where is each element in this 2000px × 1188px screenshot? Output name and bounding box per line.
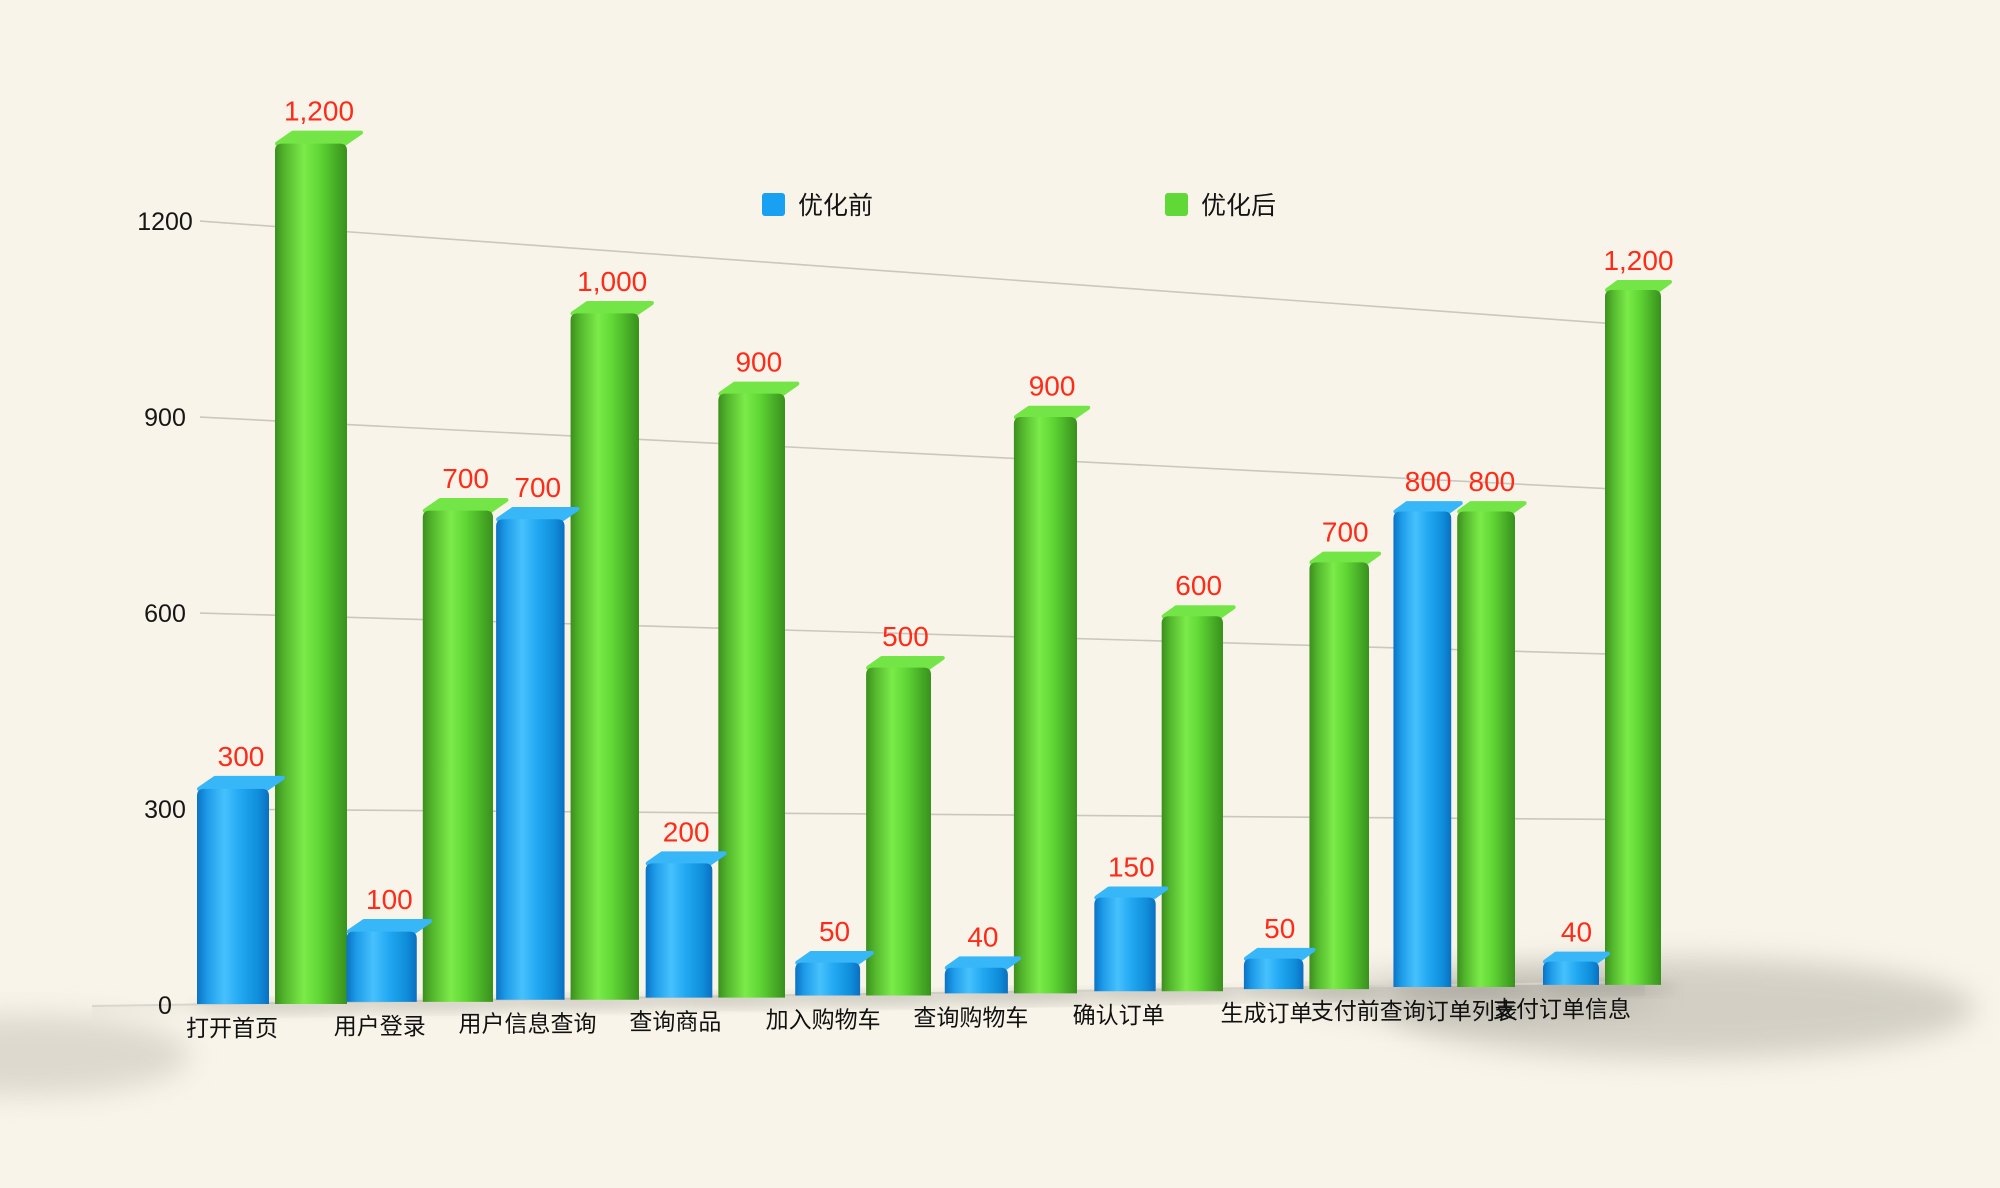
- bar-after-7[interactable]: [1309, 551, 1382, 990]
- y-tick-label-1200: 1200: [137, 208, 193, 236]
- bar-before-7[interactable]: [1243, 947, 1316, 990]
- category-label-4: 加入购物车: [766, 1006, 881, 1032]
- category-label-1: 用户登录: [334, 1013, 426, 1039]
- value-label-bar-after-8: 800: [1469, 466, 1516, 497]
- category-label-9: 支付订单信息: [1493, 996, 1631, 1022]
- bar-after-4[interactable]: [866, 655, 945, 996]
- y-tick-label-600: 600: [144, 600, 186, 628]
- bar-before-0[interactable]: [197, 775, 285, 1004]
- value-label-bar-before-8: 800: [1405, 466, 1452, 497]
- legend-swatch-after-icon: [1165, 192, 1188, 216]
- gridlines: [199, 220, 1619, 821]
- bars-layer: 1,200 300 700 100 1,000 700 900 200 500 50 900 40 60…: [192, 96, 1678, 1013]
- y-tick-label-900: 900: [144, 404, 186, 432]
- value-label-bar-after-5: 900: [1029, 371, 1076, 402]
- axis-labels-layer: 0 300 600 900 1200 打开首页 用户登录 用户信息查询 查询商品 加入购物车 查询购…: [137, 208, 1631, 1041]
- value-label-bar-before-0: 300: [218, 741, 265, 772]
- value-label-bar-after-3: 900: [735, 347, 782, 378]
- category-label-6: 确认订单: [1073, 1002, 1165, 1028]
- category-label-7: 生成订单: [1220, 1000, 1312, 1026]
- category-label-5: 查询购物车: [913, 1004, 1028, 1030]
- value-label-bar-before-3: 200: [663, 816, 710, 847]
- bar-before-4[interactable]: [795, 951, 874, 996]
- value-label-bar-after-6: 600: [1175, 570, 1222, 601]
- value-label-bar-after-7: 700: [1322, 517, 1369, 548]
- value-label-bar-before-5: 40: [967, 921, 998, 952]
- category-label-8: 支付前查询订单列表: [1311, 998, 1518, 1024]
- value-label-bar-before-1: 100: [366, 884, 413, 915]
- value-label-bar-after-1: 700: [442, 463, 489, 494]
- bar-after-9[interactable]: [1605, 280, 1672, 985]
- value-label-bar-after-4: 500: [882, 621, 929, 652]
- bar-after-0[interactable]: [275, 130, 363, 1004]
- gridline-1200: [199, 220, 1619, 325]
- category-label-2: 用户信息查询: [459, 1011, 597, 1037]
- value-label-bar-after-9: 1,200: [1603, 245, 1673, 276]
- bar-before-5[interactable]: [944, 956, 1022, 994]
- bar-after-1[interactable]: [422, 498, 509, 1002]
- gridline-900: [199, 416, 1619, 490]
- value-label-bar-after-2: 1,000: [577, 266, 647, 297]
- bar-after-2[interactable]: [570, 301, 654, 1000]
- value-label-bar-after-0: 1,200: [284, 96, 354, 127]
- value-label-bar-before-7: 50: [1264, 913, 1295, 944]
- category-label-3: 查询商品: [629, 1009, 721, 1035]
- y-tick-label-300: 300: [144, 796, 186, 824]
- legend-item-before[interactable]: 优化前: [762, 186, 873, 222]
- bar-after-8[interactable]: [1457, 501, 1527, 987]
- legend-swatch-before-icon: [762, 192, 785, 216]
- bar-before-9[interactable]: [1543, 951, 1610, 985]
- value-label-bar-before-9: 40: [1561, 917, 1592, 948]
- bar-after-3[interactable]: [718, 381, 800, 998]
- bar-before-1[interactable]: [346, 919, 433, 1002]
- bar-before-6[interactable]: [1094, 886, 1169, 992]
- bar-before-8[interactable]: [1393, 501, 1463, 987]
- category-label-0: 打开首页: [186, 1015, 278, 1041]
- value-label-bar-before-6: 150: [1108, 851, 1155, 882]
- legend-item-after[interactable]: 优化后: [1165, 186, 1276, 222]
- y-tick-label-0: 0: [158, 992, 172, 1020]
- value-label-bar-before-4: 50: [819, 916, 850, 947]
- legend-label-after: 优化后: [1201, 192, 1277, 220]
- legend-label-before: 优化前: [798, 192, 874, 220]
- bar-before-2[interactable]: [496, 506, 580, 1000]
- bar-after-6[interactable]: [1161, 605, 1236, 992]
- value-label-bar-before-2: 700: [514, 472, 561, 503]
- bar-before-3[interactable]: [645, 851, 727, 998]
- bar-after-5[interactable]: [1013, 405, 1091, 994]
